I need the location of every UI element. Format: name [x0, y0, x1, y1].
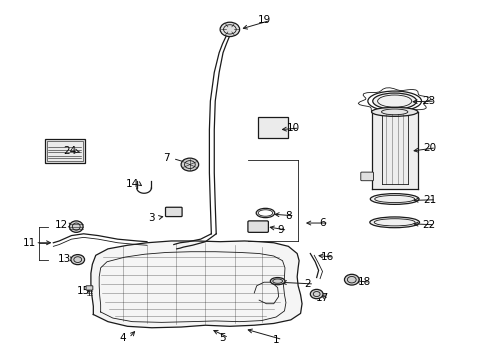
- Text: 7: 7: [163, 153, 169, 163]
- Circle shape: [220, 22, 239, 37]
- Text: 16: 16: [320, 252, 333, 262]
- FancyBboxPatch shape: [44, 139, 84, 163]
- Text: 14: 14: [125, 179, 139, 189]
- Circle shape: [310, 289, 323, 299]
- Text: 6: 6: [319, 218, 325, 228]
- FancyBboxPatch shape: [360, 172, 373, 181]
- Polygon shape: [91, 241, 302, 328]
- Text: 2: 2: [304, 279, 310, 289]
- Ellipse shape: [369, 217, 419, 228]
- Text: 1: 1: [272, 334, 279, 345]
- Ellipse shape: [371, 107, 417, 116]
- Text: 22: 22: [421, 220, 434, 230]
- Text: 9: 9: [277, 225, 284, 235]
- Ellipse shape: [270, 278, 285, 285]
- Text: 19: 19: [257, 15, 270, 26]
- FancyBboxPatch shape: [371, 112, 417, 189]
- Text: 10: 10: [286, 123, 299, 133]
- Circle shape: [71, 255, 84, 265]
- Text: 8: 8: [285, 211, 291, 221]
- Ellipse shape: [69, 221, 83, 232]
- Text: 23: 23: [421, 96, 434, 106]
- FancyBboxPatch shape: [257, 117, 287, 138]
- Text: 11: 11: [22, 238, 36, 248]
- Text: 12: 12: [55, 220, 68, 230]
- FancyBboxPatch shape: [165, 207, 182, 217]
- Text: 24: 24: [63, 146, 77, 156]
- Circle shape: [344, 274, 358, 285]
- Text: 15: 15: [77, 286, 90, 296]
- Text: 13: 13: [58, 254, 71, 264]
- Text: 20: 20: [423, 143, 435, 153]
- Text: 5: 5: [219, 333, 225, 343]
- Circle shape: [181, 158, 198, 171]
- Ellipse shape: [372, 93, 416, 109]
- Text: 21: 21: [422, 195, 435, 205]
- Text: 17: 17: [315, 293, 328, 303]
- Text: 3: 3: [148, 213, 155, 222]
- FancyBboxPatch shape: [247, 221, 268, 232]
- Text: 4: 4: [119, 333, 125, 343]
- Text: 18: 18: [357, 277, 370, 287]
- FancyBboxPatch shape: [86, 286, 93, 290]
- Ellipse shape: [369, 194, 418, 204]
